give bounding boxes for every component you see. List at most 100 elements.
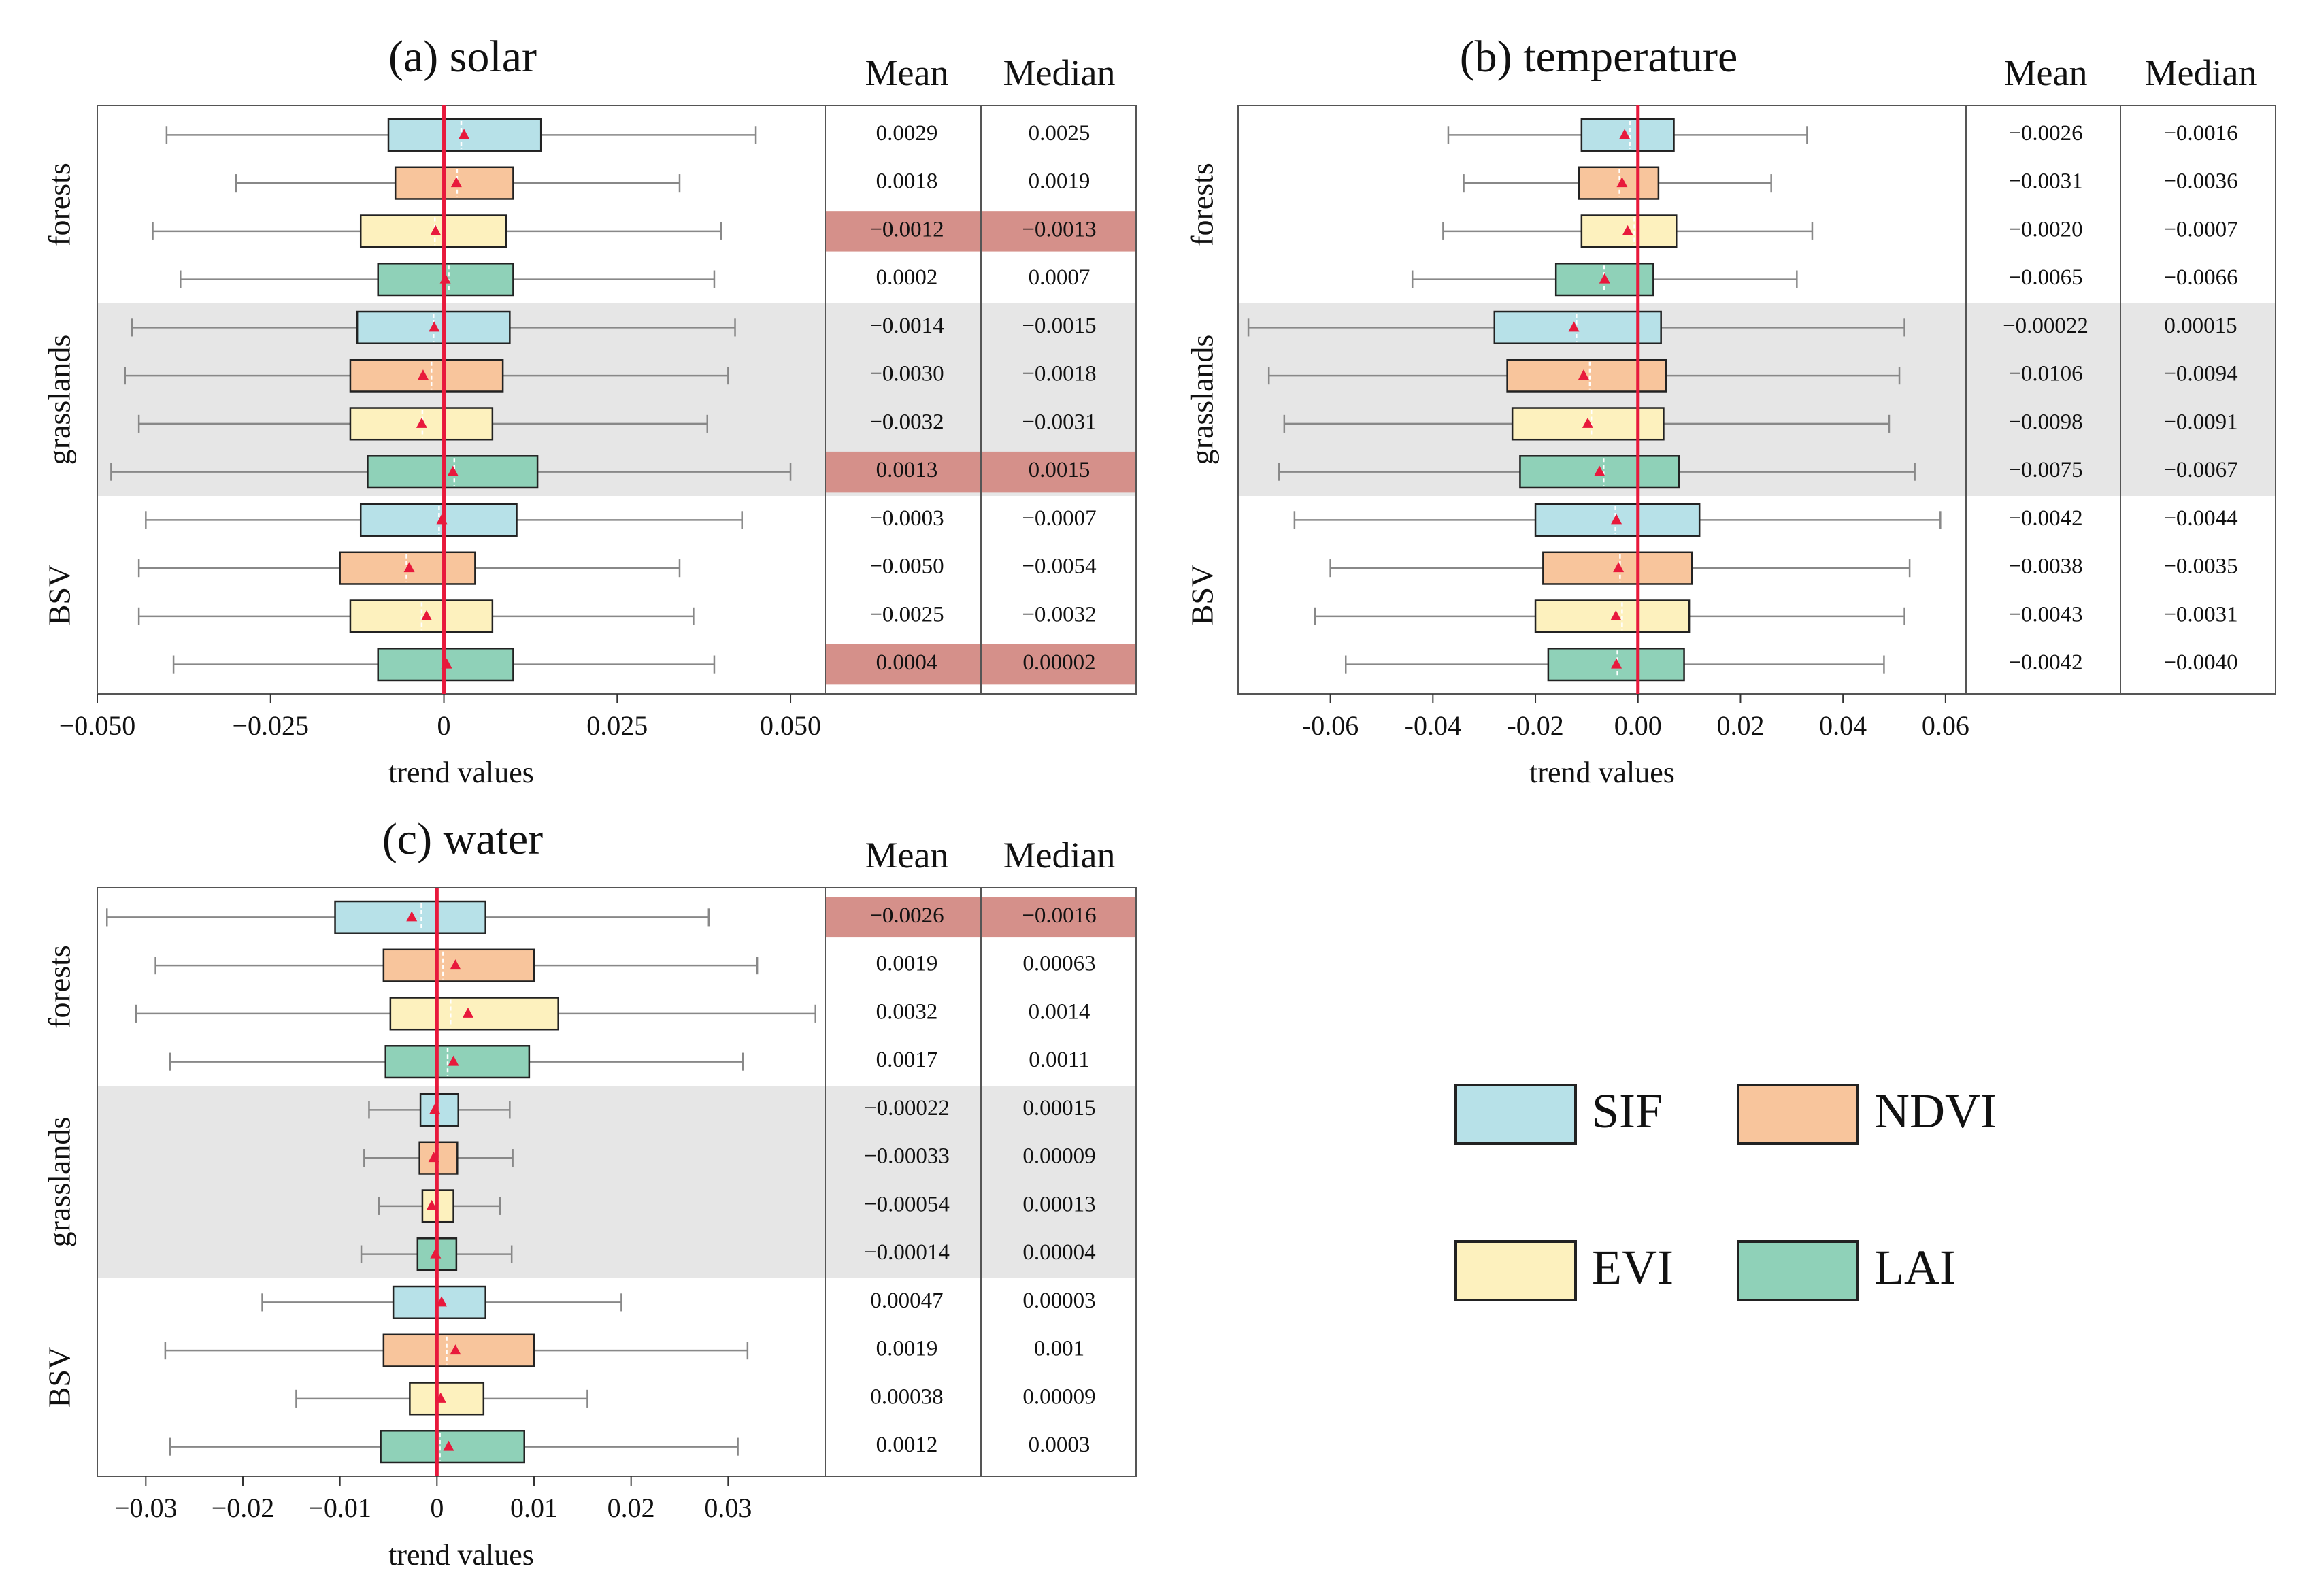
box-grasslands-SIF <box>1493 310 1662 344</box>
x-axis-label: trend values <box>388 1538 534 1572</box>
mean-value-forests-SIF: 0.0029 <box>876 121 938 146</box>
table-header-mean: Mean <box>865 835 949 876</box>
mean-marker-forests-NDVI <box>450 959 461 970</box>
median-value-forests-NDVI: −0.0036 <box>2163 169 2237 194</box>
mean-value-grasslands-NDVI: −0.0030 <box>869 362 944 386</box>
x-tick-label-4: 0.050 <box>760 710 821 741</box>
mean-value-forests-SIF: −0.0026 <box>2008 121 2082 146</box>
legend: SIF NDVI EVI LAI <box>1454 1084 1997 1301</box>
median-value-grasslands-EVI: −0.0091 <box>2163 410 2237 434</box>
mean-marker-grasslands-EVI <box>426 1199 437 1210</box>
panel-temperature: forests grasslands BSV −0.0026 −0.0016 −0.003… <box>1185 32 2276 789</box>
box-forests-NDVI <box>382 948 535 982</box>
median-value-grasslands-SIF: 0.00015 <box>1022 1096 1095 1120</box>
median-value-BSV-LAI: 0.0003 <box>1029 1433 1090 1457</box>
median-value-BSV-SIF: 0.00003 <box>1022 1289 1095 1313</box>
median-value-grasslands-SIF: −0.0015 <box>1022 314 1096 338</box>
mean-value-grasslands-SIF: −0.00022 <box>864 1096 950 1120</box>
median-value-forests-LAI: 0.0007 <box>1029 265 1090 290</box>
panel-water: forests grasslands BSV −0.0026 −0.0016 0.0019… <box>42 814 1137 1572</box>
median-value-grasslands-LAI: 0.00004 <box>1022 1240 1095 1265</box>
mean-value-BSV-NDVI: 0.0019 <box>876 1337 938 1361</box>
x-tick-label-3: 0.00 <box>1614 710 1662 741</box>
x-tick-label-2: -0.02 <box>1507 710 1563 741</box>
mean-value-BSV-NDVI: −0.0050 <box>869 554 944 579</box>
mean-value-grasslands-LAI: −0.0075 <box>2008 458 2082 482</box>
x-tick-label-4: 0.01 <box>510 1493 558 1523</box>
median-value-grasslands-EVI: −0.0031 <box>1022 410 1096 434</box>
group-band-grasslands <box>97 1086 1136 1278</box>
legend-swatch-SIF <box>1454 1084 1577 1145</box>
group-label-grasslands: grasslands <box>1185 335 1220 465</box>
x-tick-label-0: -0.06 <box>1302 710 1359 741</box>
mean-marker-forests-NDVI <box>450 177 462 188</box>
median-value-forests-SIF: −0.0016 <box>2163 121 2237 146</box>
mean-value-forests-NDVI: −0.0031 <box>2008 169 2082 194</box>
mean-value-BSV-SIF: 0.00047 <box>870 1289 943 1313</box>
table-header-median: Median <box>1003 835 1116 876</box>
group-label-forests: forests <box>1185 163 1220 246</box>
mean-value-grasslands-SIF: −0.00022 <box>2003 314 2088 338</box>
mean-marker-BSV-LAI <box>1611 658 1622 669</box>
mean-marker-BSV-LAI <box>443 1440 454 1451</box>
mean-marker-forests-LAI <box>448 1055 459 1066</box>
x-tick-label-3: 0 <box>430 1493 444 1523</box>
mean-value-grasslands-LAI: 0.0013 <box>876 458 938 482</box>
panel-title: (b) temperature <box>1460 32 1738 82</box>
group-band-grasslands <box>1238 303 2276 496</box>
x-axis-label: trend values <box>1529 756 1675 789</box>
table-header-median: Median <box>1003 52 1116 93</box>
mean-value-grasslands-EVI: −0.00054 <box>864 1192 950 1216</box>
median-value-grasslands-NDVI: 0.00009 <box>1022 1144 1095 1169</box>
median-value-forests-LAI: 0.0011 <box>1029 1048 1090 1072</box>
group-label-grasslands: grasslands <box>42 1117 77 1248</box>
box-forests-EVI <box>389 997 559 1031</box>
x-tick-label-1: −0.025 <box>232 710 309 741</box>
mean-marker-grasslands-SIF <box>1568 321 1580 332</box>
median-value-forests-LAI: −0.0066 <box>2163 265 2237 290</box>
mean-marker-grasslands-LAI <box>447 465 459 476</box>
mean-marker-grasslands-NDVI <box>1578 369 1589 380</box>
mean-value-BSV-LAI: −0.0042 <box>2008 650 2082 675</box>
median-value-forests-SIF: −0.0016 <box>1022 903 1096 928</box>
mean-marker-forests-EVI <box>1622 225 1633 235</box>
mean-marker-grasslands-EVI <box>1582 417 1593 428</box>
box-BSV-NDVI <box>382 1333 535 1367</box>
x-tick-label-0: −0.03 <box>114 1493 178 1523</box>
mean-value-grasslands-SIF: −0.0014 <box>869 314 944 338</box>
mean-marker-BSV-NDVI <box>403 562 415 573</box>
group-label-BSV: BSV <box>42 1347 77 1408</box>
mean-marker-forests-LAI <box>1599 273 1610 284</box>
x-tick-label-2: 0 <box>437 710 451 741</box>
median-value-grasslands-NDVI: −0.0018 <box>1022 362 1096 386</box>
legend-label-LAI: LAI <box>1874 1240 1956 1295</box>
mean-value-forests-LAI: 0.0017 <box>876 1048 938 1072</box>
legend-swatch-LAI <box>1737 1240 1859 1301</box>
x-tick-label-1: −0.02 <box>212 1493 275 1523</box>
median-value-BSV-NDVI: 0.001 <box>1034 1337 1084 1361</box>
median-value-BSV-NDVI: −0.0054 <box>1022 554 1096 579</box>
group-label-grasslands: grasslands <box>42 335 77 465</box>
mean-value-grasslands-EVI: −0.0032 <box>869 410 944 434</box>
group-label-forests: forests <box>42 163 77 246</box>
median-value-grasslands-SIF: 0.00015 <box>2164 314 2237 338</box>
table-header-median: Median <box>2145 52 2257 93</box>
median-value-BSV-EVI: 0.00009 <box>1022 1384 1095 1409</box>
mean-marker-BSV-NDVI <box>450 1344 461 1355</box>
mean-marker-forests-NDVI <box>1616 177 1628 188</box>
legend-label-EVI: EVI <box>1592 1240 1673 1295</box>
mean-value-forests-NDVI: 0.0019 <box>876 952 938 976</box>
box-grasslands-NDVI <box>349 359 504 393</box>
legend-label-SIF: SIF <box>1592 1084 1663 1138</box>
median-value-BSV-LAI: 0.00002 <box>1022 650 1095 675</box>
mean-value-BSV-SIF: −0.0003 <box>869 506 944 531</box>
box-BSV-EVI <box>1534 599 1691 633</box>
group-label-forests: forests <box>42 945 77 1029</box>
mean-value-forests-EVI: −0.0020 <box>2008 217 2082 242</box>
legend-label-NDVI: NDVI <box>1874 1084 1997 1138</box>
mean-value-forests-LAI: −0.0065 <box>2008 265 2082 290</box>
mean-marker-grasslands-LAI <box>1594 465 1605 476</box>
table-header-mean: Mean <box>865 52 949 93</box>
mean-marker-BSV-EVI <box>421 610 433 620</box>
